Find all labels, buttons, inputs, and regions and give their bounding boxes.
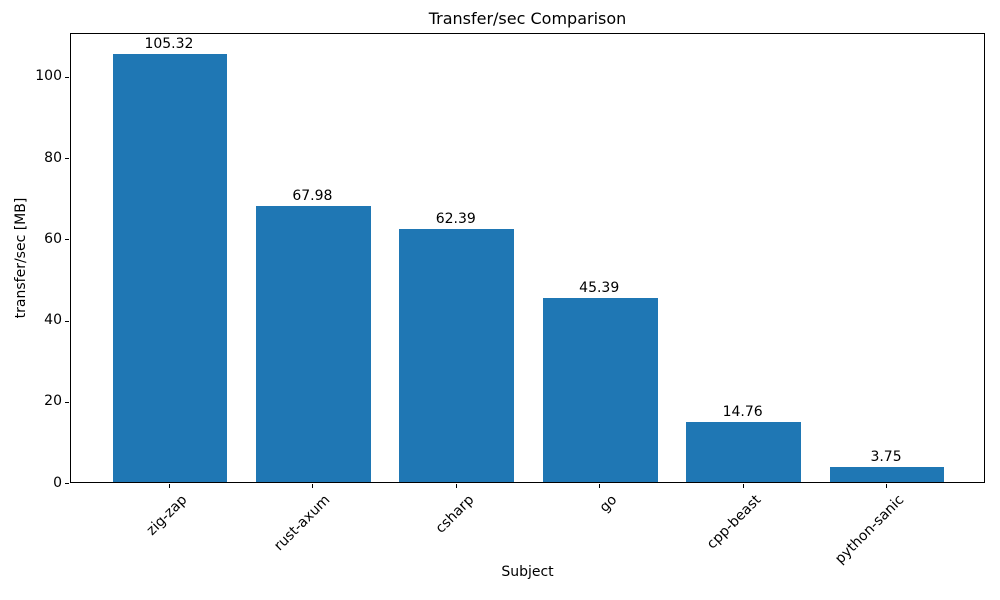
bar-value-label: 67.98 — [292, 187, 333, 204]
bar-value-label: 105.32 — [144, 36, 194, 53]
y-tick-mark — [65, 483, 69, 484]
x-tick-mark — [742, 484, 744, 488]
y-tick-mark — [65, 320, 69, 322]
plot-area — [70, 33, 985, 483]
y-tick-mark — [65, 239, 69, 241]
y-tick-label: 40 — [44, 312, 62, 328]
x-tick-mark — [886, 484, 887, 488]
y-tick-label: 20 — [44, 393, 62, 410]
x-tick-mark — [599, 484, 601, 488]
y-tick-mark — [65, 158, 69, 160]
x-axis-label: Subject — [501, 564, 554, 580]
bar-value-label: 45.39 — [579, 279, 620, 296]
y-tick-mark — [65, 401, 69, 403]
x-tick-label-python-sanic: python-sanic — [832, 492, 908, 568]
bar-value-label: 3.75 — [870, 448, 902, 465]
x-tick-label-rust-axum: rust-axum — [271, 492, 334, 555]
bar-zig-zap — [112, 54, 228, 482]
bar-value-label: 14.76 — [722, 404, 763, 421]
x-tick-label-go: go — [596, 492, 621, 516]
bar-go — [542, 297, 658, 482]
x-tick-mark — [169, 484, 170, 488]
x-tick-label-cpp-beast: cpp-beast — [703, 492, 764, 553]
x-tick-mark — [312, 484, 314, 488]
bar-cpp-beast — [686, 422, 801, 482]
bar-value-label: 62.39 — [435, 210, 476, 227]
y-tick-label: 100 — [35, 68, 62, 85]
y-tick-label: 0 — [53, 474, 62, 491]
x-tick-mark — [455, 484, 457, 488]
bar-csharp — [399, 228, 515, 482]
x-tick-label-csharp: csharp — [432, 492, 478, 537]
y-tick-label: 80 — [44, 149, 62, 166]
y-tick-mark — [65, 76, 69, 78]
chart-title: Transfer/sec Comparison — [428, 9, 627, 28]
bar-python-sanic — [829, 466, 945, 482]
y-tick-label: 60 — [44, 230, 62, 247]
x-tick-label-zig-zap: zig-zap — [143, 492, 191, 539]
y-axis-label: transfer/sec [MB] — [13, 197, 29, 319]
bar-rust-axum — [256, 205, 371, 482]
